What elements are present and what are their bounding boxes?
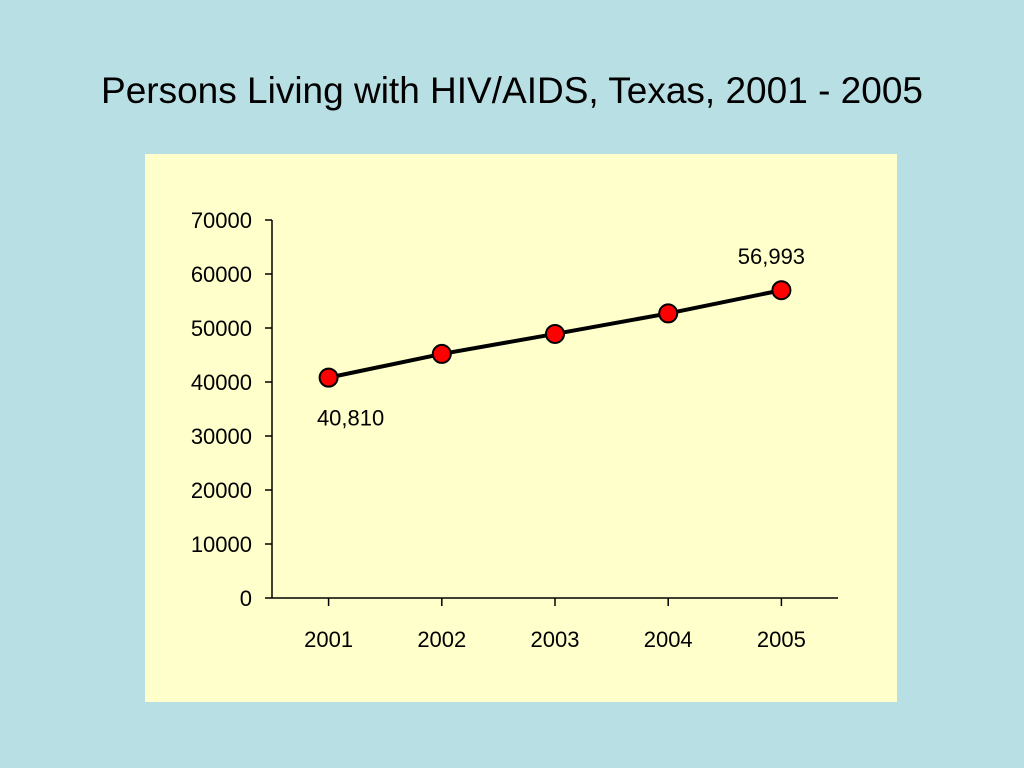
- page-title: Persons Living with HIV/AIDS, Texas, 200…: [101, 70, 923, 111]
- data-point: [771, 280, 792, 301]
- y-tick-label: 20000: [191, 478, 252, 503]
- y-tick-label: 50000: [191, 316, 252, 341]
- y-tick-label: 0: [240, 586, 252, 611]
- x-tick-label: 2005: [757, 627, 806, 652]
- data-point: [318, 367, 339, 388]
- data-label: 56,993: [738, 244, 805, 269]
- data-label: 40,810: [317, 406, 384, 431]
- x-tick-label: 2004: [644, 627, 693, 652]
- y-tick-label: 70000: [191, 208, 252, 233]
- x-tick-label: 2002: [417, 627, 466, 652]
- x-tick-label: 2001: [304, 627, 353, 652]
- line-chart: 0 10000 20000 30000 40000 50000 60000 70000 2001…: [191, 208, 838, 652]
- y-tick-label: 40000: [191, 370, 252, 395]
- data-point: [658, 303, 679, 324]
- chart-panel: 0 10000 20000 30000 40000 50000 60000 70000 2001…: [145, 154, 897, 702]
- x-tick-label: 2003: [531, 627, 580, 652]
- y-tick-label: 10000: [191, 532, 252, 557]
- y-tick-label: 30000: [191, 424, 252, 449]
- data-point: [431, 343, 452, 364]
- y-tick-label: 60000: [191, 262, 252, 287]
- data-point: [545, 323, 565, 344]
